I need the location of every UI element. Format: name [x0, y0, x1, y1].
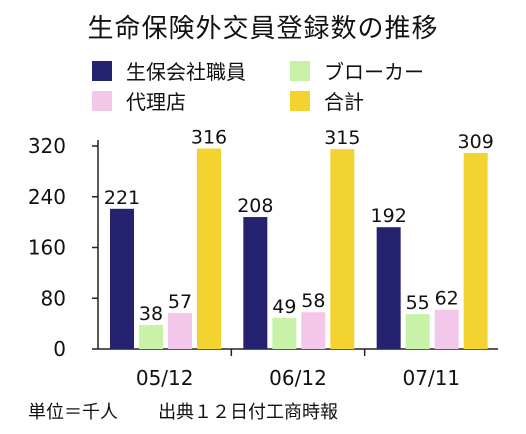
legend-item-total: 合計: [290, 86, 364, 115]
x-tick-label: 06/12: [269, 366, 327, 390]
data-label: 58: [301, 290, 325, 312]
bar: [139, 324, 163, 349]
legend-label: ブローカー: [324, 60, 424, 84]
data-label: 316: [191, 127, 227, 149]
y-tick-label: 0: [53, 337, 66, 361]
data-label: 208: [237, 195, 273, 217]
x-tick-label: 07/11: [403, 366, 461, 390]
bar: [197, 148, 221, 349]
bar: [434, 309, 459, 349]
legend-label: 生保会社職員: [126, 60, 246, 84]
data-label: 38: [139, 303, 163, 325]
y-tick-label: 160: [28, 236, 66, 260]
legend-label: 代理店: [126, 90, 186, 114]
data-label: 55: [406, 292, 430, 314]
footer-note: 単位＝千人 出典１２日付工商時報: [28, 398, 338, 424]
source-note: 出典１２日付工商時報: [158, 402, 339, 423]
data-label: 315: [324, 127, 360, 149]
bar: [376, 227, 401, 349]
y-tick-label: 240: [28, 185, 66, 209]
legend: 生保会社職員 ブローカー 代理店 合計: [92, 56, 472, 116]
chart-title: 生命保険外交員登録数の推移: [87, 14, 439, 44]
legend-swatch: [290, 90, 310, 111]
data-label: 62: [435, 288, 459, 310]
legend-item-company-staff: 生保会社職員: [92, 56, 246, 85]
data-label: 221: [104, 187, 140, 209]
y-tick-label: 80: [41, 286, 66, 310]
bar: [168, 312, 192, 349]
bar: [463, 152, 488, 349]
data-label: 192: [371, 205, 407, 227]
legend-label: 合計: [324, 90, 364, 114]
bar: [272, 317, 297, 349]
y-tick-label: 320: [28, 134, 66, 158]
bar: [110, 208, 134, 349]
legend-item-agency: 代理店: [92, 86, 186, 115]
legend-swatch: [92, 90, 112, 111]
bar: [301, 312, 326, 349]
x-tick-label: 05/12: [136, 366, 194, 390]
bar: [405, 314, 430, 349]
data-label: 309: [458, 131, 494, 153]
data-label: 49: [272, 296, 296, 318]
data-label: 57: [168, 291, 192, 313]
legend-swatch: [290, 60, 310, 81]
unit-note: 単位＝千人: [28, 402, 118, 423]
legend-swatch: [92, 60, 112, 81]
bar: [243, 217, 268, 349]
legend-item-broker: ブローカー: [290, 56, 424, 85]
bar: [330, 149, 355, 349]
